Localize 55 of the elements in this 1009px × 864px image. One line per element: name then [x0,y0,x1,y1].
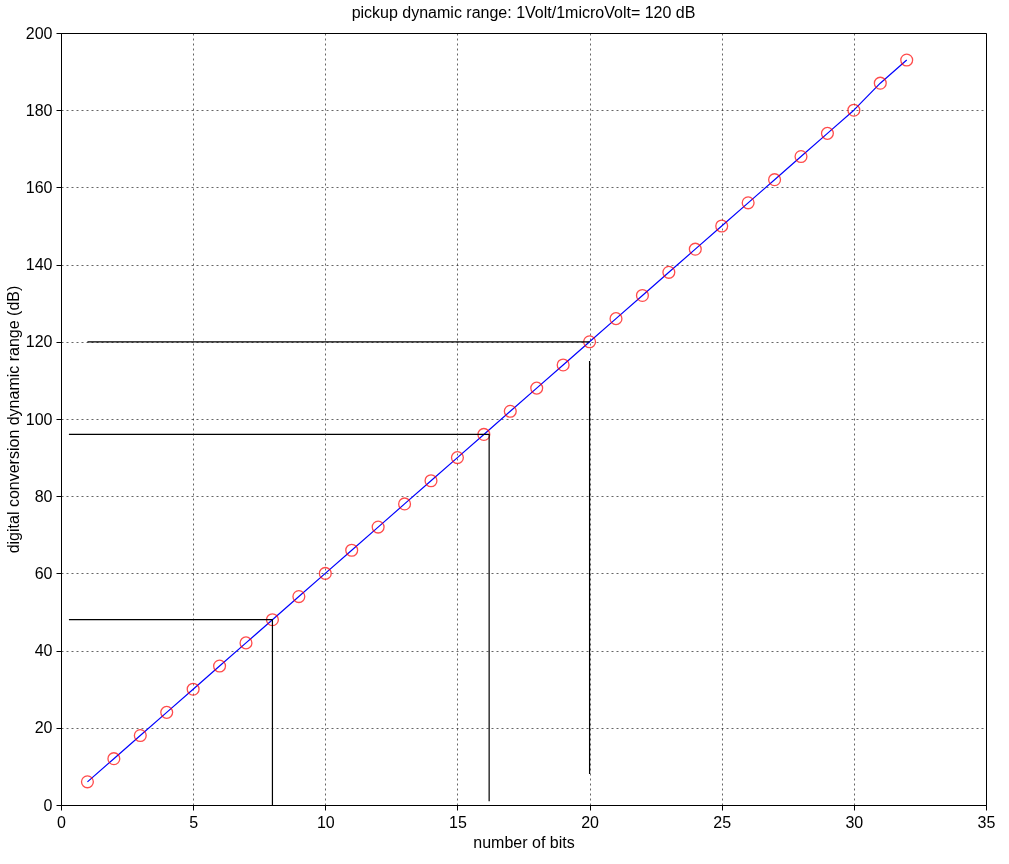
x-tick-label: 10 [316,813,335,831]
point [80,775,94,789]
y-tick-label: 100 [25,410,53,428]
x-tick-label: 15 [449,813,467,831]
y-tick-label: 0 [43,796,53,814]
point [609,312,623,326]
point [371,520,385,534]
point [662,265,676,279]
point [820,126,834,140]
line-series [86,59,908,783]
point [239,636,253,650]
y-tick-label: 200 [25,24,53,42]
point [345,543,359,557]
point [424,474,438,488]
point [688,242,702,256]
point [186,682,200,696]
point [556,358,570,372]
point [715,219,729,233]
chart-title: pickup dynamic range: 1Volt/1microVolt= 120 dB [351,4,696,21]
point [900,53,914,67]
x-tick-label: 30 [845,813,864,831]
y-tick-label: 180 [25,101,53,119]
point [213,659,227,673]
point [794,149,808,164]
point [768,173,782,187]
y-tick-label: 80 [34,487,53,505]
point [847,103,861,117]
point [503,404,517,418]
point [530,381,544,395]
x-tick-label: 20 [581,813,600,831]
point [292,590,306,604]
y-tick-label: 20 [34,719,53,737]
y-tick-label: 140 [25,256,53,274]
x-tick-label: 5 [189,813,199,831]
x-tick-label: 35 [977,813,996,831]
point [107,752,121,766]
point [477,427,491,441]
y-tick-label: 120 [25,333,53,351]
y-tick-label: 60 [34,564,53,582]
point [635,288,649,303]
point [133,728,147,743]
y-tick-label: 40 [34,642,53,660]
point [583,335,597,349]
point [265,613,279,627]
x-tick-label: 25 [713,813,732,831]
point [398,497,412,511]
y-tick-label: 160 [25,178,53,196]
point [450,451,464,465]
point [160,705,174,719]
point [318,566,332,580]
y-axis-title: digital conversion dynamic range (dB) [4,285,22,554]
point [873,76,887,90]
x-tick-label: 0 [57,813,67,831]
x-axis-title: number of bits [473,833,575,851]
point [741,196,755,210]
